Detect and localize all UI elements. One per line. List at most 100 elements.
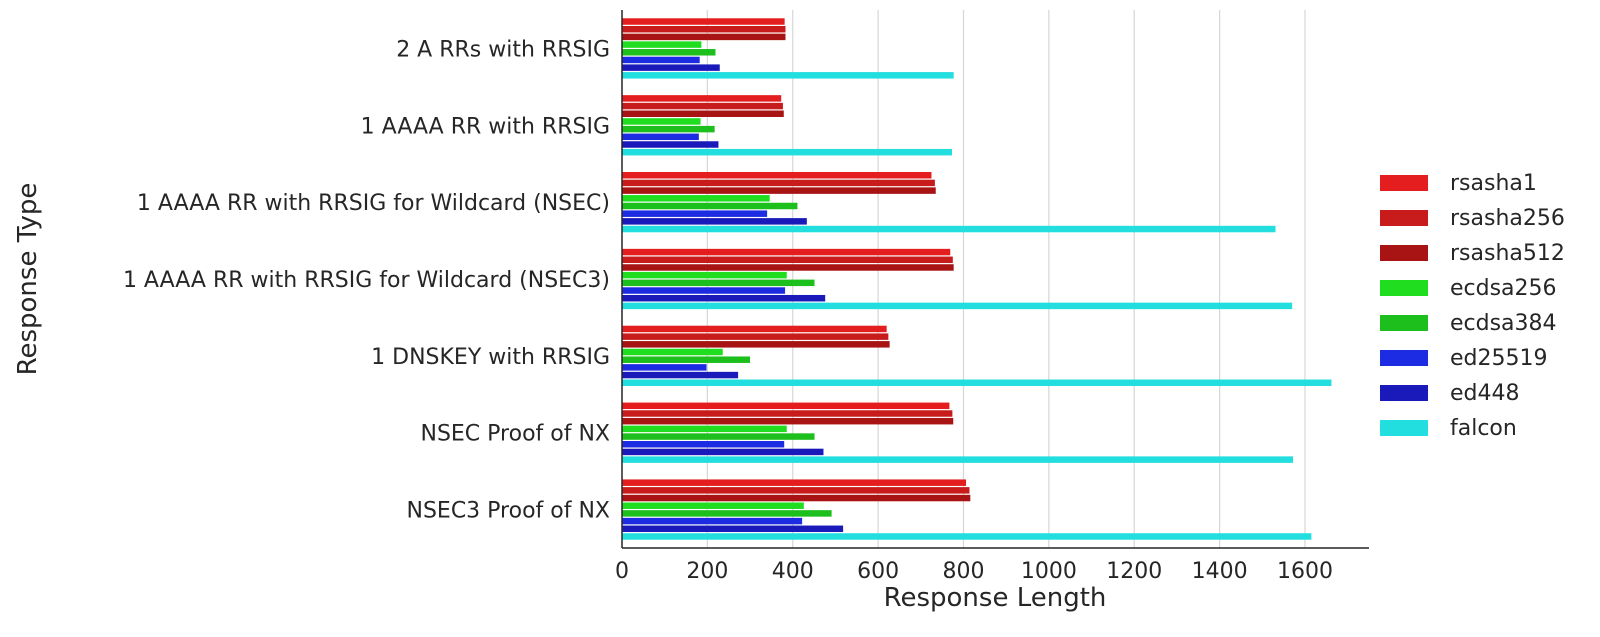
legend-swatch: [1380, 315, 1428, 331]
bar-falcon: [622, 72, 954, 79]
category-label: NSEC Proof of NX: [420, 422, 610, 447]
bar-rsasha512: [622, 187, 936, 194]
legend-item-ed25519: ed25519: [1380, 346, 1548, 371]
bar-ed25519: [622, 287, 786, 294]
legend-item-ecdsa256: ecdsa256: [1380, 276, 1557, 301]
bar-ed25519: [622, 364, 707, 371]
legend-swatch: [1380, 175, 1428, 191]
x-tick-label: 800: [942, 559, 984, 584]
bar-ed448: [622, 294, 826, 302]
bar-rsasha256: [622, 487, 970, 494]
bar-ecdsa256: [622, 502, 804, 509]
bar-rsasha256: [622, 179, 935, 187]
legend-label: ed448: [1450, 381, 1520, 406]
legend-swatch: [1380, 210, 1428, 226]
bar-rsasha1: [622, 172, 932, 179]
bar-rsasha256: [622, 333, 889, 340]
bar-ecdsa384: [622, 356, 751, 363]
category-label: 1 AAAA RR with RRSIG: [361, 114, 610, 139]
x-tick-label: 1600: [1277, 559, 1333, 584]
bar-ecdsa384: [622, 202, 798, 210]
legend-item-rsasha256: rsasha256: [1380, 206, 1565, 231]
legend-label: ecdsa256: [1450, 276, 1557, 301]
legend-swatch: [1380, 245, 1428, 261]
bar-ed448: [622, 525, 844, 533]
bar-rsasha1: [622, 18, 785, 25]
bar-falcon: [622, 379, 1332, 386]
bar-rsasha256: [622, 410, 953, 417]
bar-rsasha512: [622, 341, 890, 348]
bar-falcon: [622, 456, 1294, 463]
legend-swatch: [1380, 420, 1428, 436]
x-axis-title: Response Length: [884, 583, 1107, 613]
bar-ecdsa256: [622, 195, 770, 202]
bar-falcon: [622, 148, 952, 156]
bar-ecdsa384: [622, 279, 815, 287]
bar-rsasha512: [622, 264, 954, 271]
bar-rsasha256: [622, 256, 953, 264]
bar-falcon: [622, 533, 1312, 540]
bar-rsasha512: [622, 110, 784, 117]
bar-ecdsa256: [622, 118, 701, 125]
legend: rsasha1 rsasha256 rsasha512 ecdsa256 ecdsa38…: [1380, 171, 1565, 441]
bars-layer: [622, 18, 1332, 540]
category-label: 1 AAAA RR with RRSIG for Wildcard (NSEC3…: [123, 268, 610, 293]
legend-item-ecdsa384: ecdsa384: [1380, 311, 1557, 336]
x-tick-label: 1000: [1021, 559, 1077, 584]
legend-item-rsasha1: rsasha1: [1380, 171, 1537, 196]
bar-ed448: [622, 371, 739, 379]
bar-ecdsa256: [622, 271, 787, 279]
bar-falcon: [622, 302, 1293, 310]
legend-swatch: [1380, 385, 1428, 401]
legend-item-rsasha512: rsasha512: [1380, 241, 1565, 266]
bar-ed448: [622, 218, 807, 225]
bar-ed448: [622, 141, 719, 148]
bar-rsasha512: [622, 494, 971, 502]
bar-rsasha1: [622, 248, 951, 256]
bar-ed25519: [622, 56, 700, 64]
x-tick-label: 400: [772, 559, 814, 584]
category-label: 1 DNSKEY with RRSIG: [371, 345, 610, 370]
legend-swatch: [1380, 350, 1428, 366]
x-tick-label: 1200: [1106, 559, 1162, 584]
bar-ecdsa256: [622, 348, 723, 356]
bar-ecdsa384: [622, 125, 715, 133]
x-tick-label: 0: [615, 559, 629, 584]
bar-rsasha256: [622, 25, 786, 33]
category-labels-layer: 2 A RRs with RRSIG 1 AAAA RR with RRSIG 1 …: [123, 37, 610, 523]
bar-rsasha512: [622, 417, 954, 425]
legend-label: rsasha512: [1450, 241, 1565, 266]
category-label: 2 A RRs with RRSIG: [396, 37, 610, 62]
grid-layer: [706, 10, 1306, 548]
bar-ed448: [622, 64, 720, 71]
legend-label: rsasha256: [1450, 206, 1565, 231]
bar-ed25519: [622, 210, 768, 217]
legend-label: falcon: [1450, 416, 1517, 441]
legend-item-falcon: falcon: [1380, 416, 1517, 441]
x-tick-label: 1400: [1192, 559, 1248, 584]
bar-rsasha256: [622, 102, 783, 110]
bar-rsasha1: [622, 325, 887, 333]
category-label: 1 AAAA RR with RRSIG for Wildcard (NSEC): [137, 191, 610, 216]
axis-layer: [621, 10, 1369, 549]
x-ticks-layer: 0 200 400 600 800 1000 1200 1400 1600: [615, 559, 1333, 584]
y-axis-title: Response Type: [13, 183, 43, 376]
bar-rsasha1: [622, 95, 782, 102]
x-tick-label: 200: [686, 559, 728, 584]
bar-rsasha512: [622, 33, 786, 41]
bar-ed25519: [622, 133, 699, 141]
legend-label: ed25519: [1450, 346, 1548, 371]
bar-ecdsa256: [622, 41, 702, 48]
legend-item-ed448: ed448: [1380, 381, 1520, 406]
bar-ed25519: [622, 441, 785, 448]
x-tick-label: 600: [857, 559, 899, 584]
bar-rsasha1: [622, 479, 967, 486]
bar-ed448: [622, 448, 824, 456]
bar-ecdsa384: [622, 49, 716, 56]
bar-ecdsa384: [622, 510, 832, 517]
bar-ed25519: [622, 517, 803, 525]
legend-label: rsasha1: [1450, 171, 1537, 196]
bar-rsasha1: [622, 402, 950, 410]
